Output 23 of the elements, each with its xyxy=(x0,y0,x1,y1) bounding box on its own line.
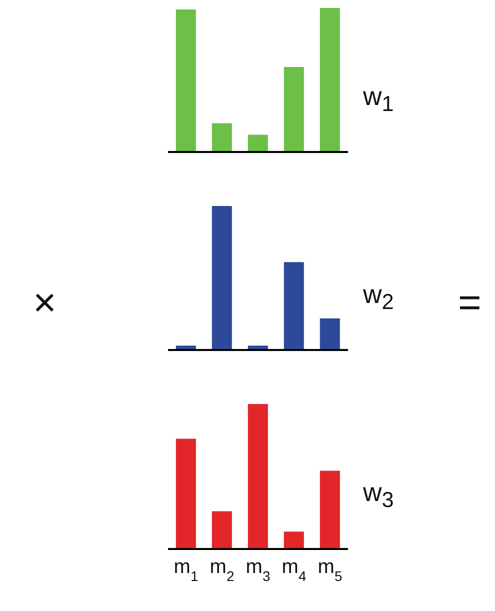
x-tick-label: m$_{3}$ xyxy=(246,556,270,584)
bar xyxy=(212,206,232,350)
bar xyxy=(248,404,268,549)
x-tick-label: m$_{5}$ xyxy=(318,556,342,584)
series-label: w$_{3}$ xyxy=(363,476,394,513)
bar xyxy=(284,532,304,549)
bar xyxy=(320,470,340,549)
bar xyxy=(284,67,304,152)
bar xyxy=(320,8,340,152)
bar xyxy=(284,262,304,350)
series-label: w$_{2}$ xyxy=(363,278,394,315)
x-tick-label: m$_{1}$ xyxy=(174,556,198,584)
bar xyxy=(212,511,232,549)
bar xyxy=(176,438,196,549)
bar xyxy=(320,318,340,350)
x-tick-label: m$_{2}$ xyxy=(210,556,234,584)
bar xyxy=(212,123,232,152)
x-tick-label: m$_{4}$ xyxy=(282,556,306,584)
series-label: w$_{1}$ xyxy=(363,80,394,117)
bar xyxy=(176,9,196,152)
text: = xyxy=(458,281,482,326)
text: × xyxy=(33,281,56,326)
bar xyxy=(248,134,268,152)
